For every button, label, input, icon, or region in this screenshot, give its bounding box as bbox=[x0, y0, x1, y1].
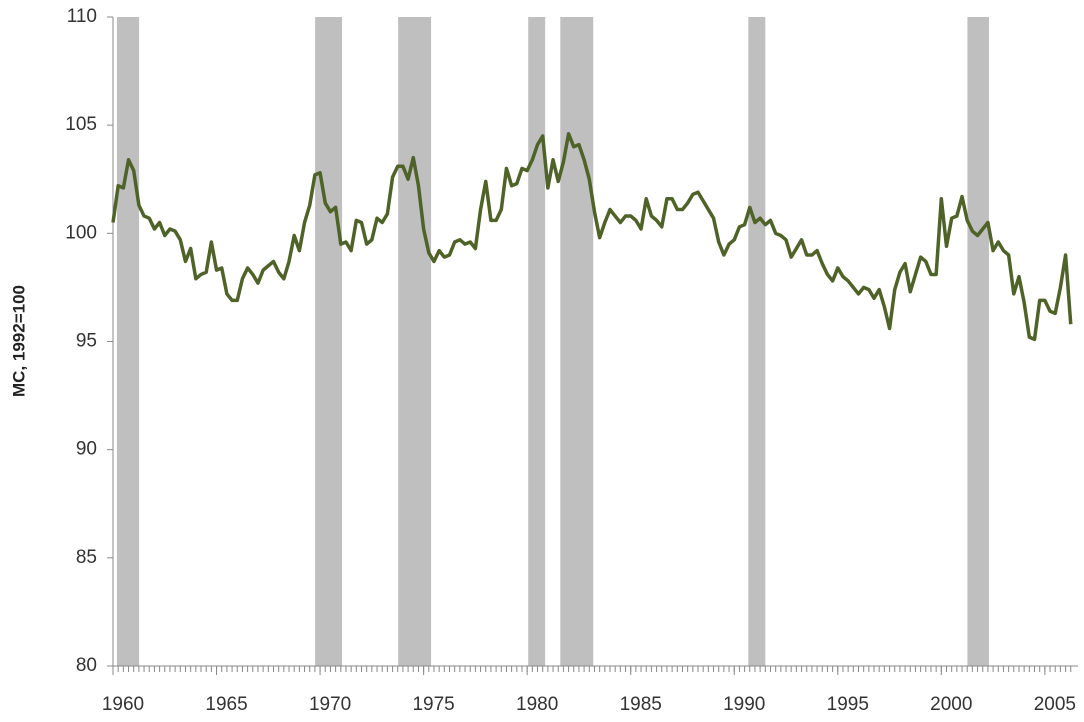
x-tick-label: 1990 bbox=[723, 694, 765, 715]
recession-band bbox=[748, 17, 766, 666]
recession-band bbox=[398, 17, 432, 666]
x-tick-label: 1995 bbox=[827, 694, 869, 715]
y-tick-label: 85 bbox=[76, 547, 97, 568]
x-tick-label: 2000 bbox=[930, 694, 972, 715]
x-tick-label: 1980 bbox=[516, 694, 558, 715]
y-tick-label: 100 bbox=[65, 222, 97, 243]
recession-band bbox=[560, 17, 594, 666]
y-tick-label: 90 bbox=[76, 439, 97, 460]
y-tick-label: 110 bbox=[67, 6, 97, 27]
recession-band bbox=[967, 17, 989, 666]
y-tick-label: 80 bbox=[76, 655, 97, 676]
line-series bbox=[111, 132, 1073, 342]
recession-band bbox=[315, 17, 343, 666]
recession-band bbox=[116, 17, 140, 666]
x-tick-label: 1960 bbox=[102, 694, 144, 715]
y-axis-label: MC, 1992=100 bbox=[9, 285, 28, 397]
x-tick-label: 1985 bbox=[620, 694, 662, 715]
x-tick-label: 1975 bbox=[412, 694, 454, 715]
x-tick-label: 1965 bbox=[205, 694, 247, 715]
y-tick-label: 105 bbox=[65, 114, 97, 135]
y-tick-label: 95 bbox=[76, 331, 97, 352]
x-tick-label: 2005 bbox=[1034, 694, 1076, 715]
recession-band bbox=[528, 17, 546, 666]
x-tick-label: 1970 bbox=[309, 694, 351, 715]
